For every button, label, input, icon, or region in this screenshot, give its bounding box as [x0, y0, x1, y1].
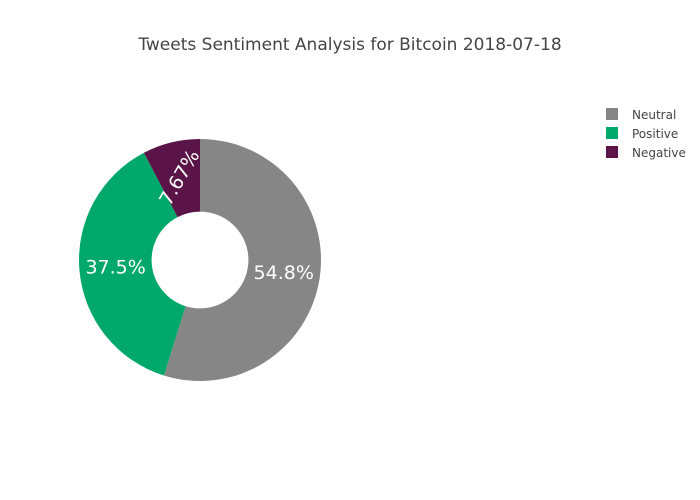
chart-title: Tweets Sentiment Analysis for Bitcoin 20…: [137, 35, 561, 55]
legend-swatch-positive[interactable]: [606, 127, 618, 139]
legend-label-positive[interactable]: Positive: [632, 127, 678, 141]
slice-negative[interactable]: [143, 139, 200, 218]
slice-neutral[interactable]: [163, 138, 322, 382]
slice-positive[interactable]: [79, 152, 186, 376]
slice-label-positive: 37.5%: [85, 257, 145, 279]
slice-label-neutral: 54.8%: [254, 262, 314, 284]
legend-label-negative[interactable]: Negative: [632, 146, 686, 160]
donut-slices: [79, 138, 322, 382]
legend-swatch-negative[interactable]: [606, 146, 618, 158]
legend-label-neutral[interactable]: Neutral: [632, 108, 676, 122]
legend: Neutral Positive Negative: [606, 108, 686, 160]
legend-swatch-neutral[interactable]: [606, 108, 618, 120]
